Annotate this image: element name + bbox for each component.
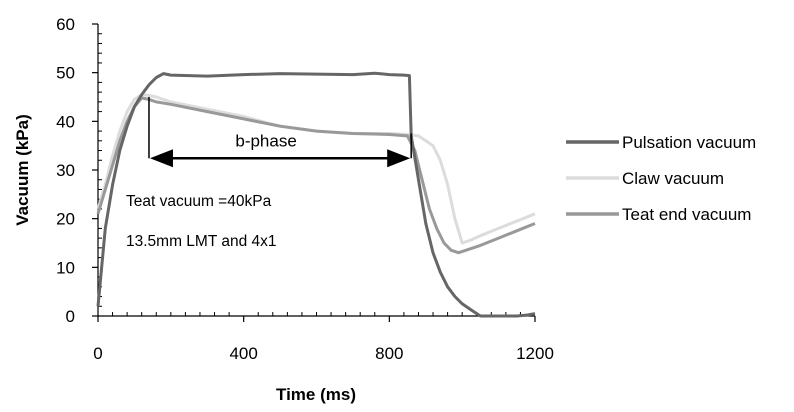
x-tick-label: 0 [93,344,102,363]
b-phase-label: b-phase [235,131,296,150]
b-phase-arrow-left-head [149,149,173,168]
legend: Pulsation vacuum Claw vacuum Teat end vacu… [566,133,756,224]
teat-vacuum-annotation: Teat vacuum =40kPa [126,193,272,210]
annotation-layer: b-phase Teat vacuum =40kPa 13.5mm LMT an… [126,97,412,250]
b-phase-arrow-right-head [387,149,411,168]
legend-label-pulsation-vacuum: Pulsation vacuum [622,133,756,152]
y-axis-title: Vacuum (kPa) [13,114,32,226]
legend-label-teat-end-vacuum: Teat end vacuum [622,205,751,224]
axes: 0 10 20 30 40 50 60 0 400 800 1200 [56,15,554,363]
y-tick-label: 10 [56,258,75,277]
y-tick-label: 60 [56,15,75,34]
x-tick-label: 400 [229,344,257,363]
series-layer [96,71,536,318]
y-tick-label: 40 [56,112,75,131]
y-tick-label: 0 [66,307,75,326]
legend-label-claw-vacuum: Claw vacuum [622,169,724,188]
setup-annotation: 13.5mm LMT and 4x1 [126,233,276,250]
y-tick-label: 20 [56,210,75,229]
series-line-pulsation-vacuum [96,71,536,318]
x-tick-label: 1200 [516,344,554,363]
y-tick-label: 30 [56,161,75,180]
y-tick-label: 50 [56,64,75,83]
x-tick-label: 800 [375,344,403,363]
series-line-claw-vacuum [96,93,536,245]
x-axis-title: Time (ms) [276,385,356,404]
series-line-teat-end-vacuum [96,96,536,255]
